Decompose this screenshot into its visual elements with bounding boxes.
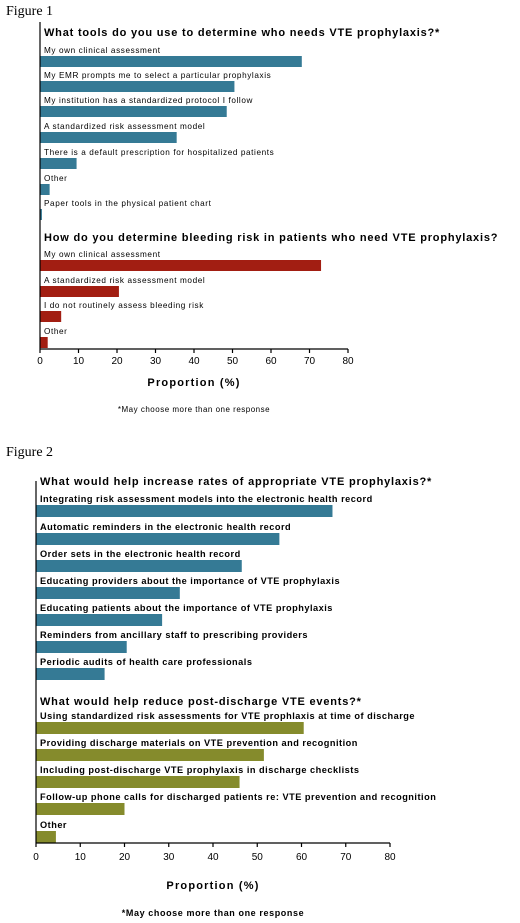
- x-tick-label: 70: [304, 356, 316, 367]
- bar: [36, 668, 105, 680]
- x-axis-title: Proportion (%): [147, 377, 240, 389]
- bar-label: Automatic reminders in the electronic he…: [40, 522, 291, 532]
- x-tick-label: 60: [296, 852, 308, 863]
- x-tick-label: 80: [342, 356, 354, 367]
- x-tick-label: 0: [37, 356, 43, 367]
- section-title: How do you determine bleeding risk in pa…: [44, 232, 498, 244]
- bar: [36, 614, 163, 626]
- x-tick-label: 20: [111, 356, 123, 367]
- x-tick-label: 10: [73, 356, 85, 367]
- bar-label: Including post-discharge VTE prophylaxis…: [40, 765, 359, 775]
- figure-label: Figure 2: [6, 445, 53, 460]
- bar-label: Follow-up phone calls for discharged pat…: [40, 792, 436, 802]
- bar-label: My own clinical assessment: [44, 250, 161, 259]
- x-tick-label: 40: [207, 852, 219, 863]
- x-tick-label: 30: [150, 356, 162, 367]
- bar-label: Reminders from ancillary staff to prescr…: [40, 630, 308, 640]
- bar-label: Order sets in the electronic health reco…: [40, 549, 241, 559]
- bar: [36, 533, 280, 545]
- x-tick-label: 30: [163, 852, 175, 863]
- bar-label: Periodic audits of health care professio…: [40, 657, 252, 667]
- bar: [40, 56, 302, 67]
- bar-label: Other: [40, 820, 67, 830]
- x-tick-label: 20: [119, 852, 131, 863]
- bar-label: Using standardized risk assessments for …: [40, 711, 415, 721]
- x-tick-label: 10: [75, 852, 87, 863]
- bar-label: Educating patients about the importance …: [40, 603, 333, 613]
- bar-label: My own clinical assessment: [44, 46, 161, 55]
- bar-label: A standardized risk assessment model: [44, 122, 205, 131]
- bar: [40, 158, 77, 169]
- bar-label: Educating providers about the importance…: [40, 576, 340, 586]
- x-tick-label: 40: [188, 356, 200, 367]
- figure-label: Figure 1: [6, 4, 53, 19]
- section-title: What would help reduce post-discharge VT…: [40, 696, 362, 708]
- bar: [40, 184, 50, 195]
- bar: [36, 803, 125, 815]
- bar-label: There is a default prescription for hosp…: [44, 148, 274, 157]
- bar-label: Integrating risk assessment models into …: [40, 494, 373, 504]
- bar: [40, 209, 42, 220]
- bar: [36, 641, 127, 653]
- bar: [40, 286, 119, 297]
- bar-label: Other: [44, 174, 67, 183]
- x-axis-title: Proportion (%): [166, 880, 259, 892]
- bar-label: My institution has a standardized protoc…: [44, 96, 253, 105]
- x-tick-label: 60: [265, 356, 277, 367]
- x-tick-label: 50: [227, 356, 239, 367]
- footnote: *May choose more than one response: [122, 908, 304, 918]
- bar-label: Paper tools in the physical patient char…: [44, 199, 212, 208]
- bar: [40, 337, 48, 348]
- bar: [40, 106, 227, 117]
- bar: [36, 587, 180, 599]
- x-tick-label: 50: [252, 852, 264, 863]
- bar-label: I do not routinely assess bleeding risk: [44, 301, 204, 310]
- bar: [36, 831, 56, 843]
- bar: [36, 560, 242, 572]
- bar-label: My EMR prompts me to select a particular…: [44, 71, 271, 80]
- bar: [40, 311, 62, 322]
- bar-label: Providing discharge materials on VTE pre…: [40, 738, 358, 748]
- bar: [36, 749, 264, 761]
- bar: [40, 132, 177, 143]
- bar: [40, 81, 235, 92]
- bar: [40, 260, 322, 271]
- bar: [36, 776, 240, 788]
- section-title: What tools do you use to determine who n…: [44, 27, 440, 39]
- bar-label: Other: [44, 327, 67, 336]
- bar-label: A standardized risk assessment model: [44, 276, 205, 285]
- bar: [36, 505, 333, 517]
- x-tick-label: 0: [33, 852, 39, 863]
- footnote: *May choose more than one response: [118, 405, 270, 414]
- x-tick-label: 80: [384, 852, 396, 863]
- section-title: What would help increase rates of approp…: [40, 476, 432, 488]
- bar: [36, 722, 304, 734]
- x-tick-label: 70: [340, 852, 352, 863]
